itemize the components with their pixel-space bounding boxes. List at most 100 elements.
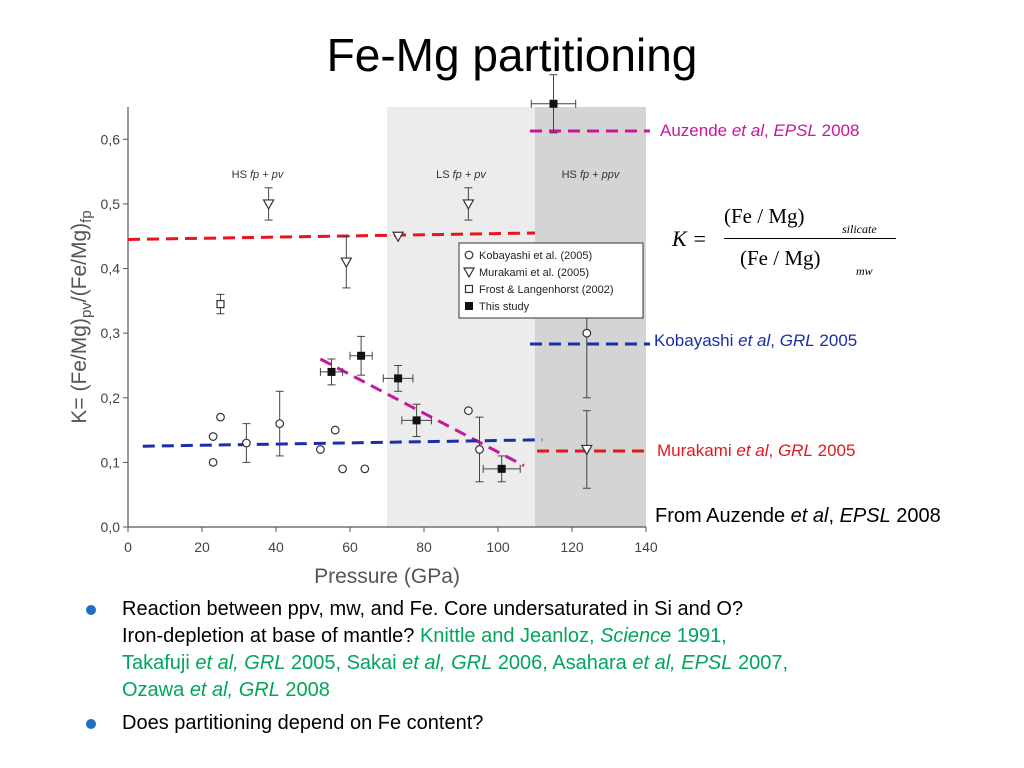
bullet-list: Reaction between ppv, mw, and Fe. Core u… xyxy=(80,596,1000,743)
legend-marker xyxy=(465,302,473,310)
data-point-this-study xyxy=(394,374,403,383)
x-tick-label: 120 xyxy=(560,539,584,555)
x-tick-label: 80 xyxy=(416,539,432,555)
data-point-this-study xyxy=(497,464,506,473)
data-point-this-study xyxy=(549,99,558,108)
y-tick-label: 0,0 xyxy=(101,519,121,535)
legend-entry: Murakami et al. (2005) xyxy=(479,267,589,279)
x-tick-label: 60 xyxy=(342,539,358,555)
fraction-bar xyxy=(724,238,896,239)
reference-kobayashi-year: 2005 xyxy=(814,331,858,350)
reference-kobayashi-author: Kobayashi xyxy=(654,331,739,350)
citation-journal: et al, GRL xyxy=(189,679,280,701)
citation-text: 2006, Asahara xyxy=(492,652,633,674)
reference-kobayashi-etal: et al xyxy=(738,331,771,350)
data-point-kobayashi-et-al-2005 xyxy=(208,432,218,441)
citation-text: Takafuji xyxy=(122,652,196,674)
data-point-murakami-et-al-2005 xyxy=(262,199,275,211)
reference-murakami-year: 2005 xyxy=(812,441,856,460)
citation-year: 1991, xyxy=(671,625,727,647)
bullet-dot xyxy=(86,605,96,615)
data-point-kobayashi-et-al-2005 xyxy=(241,438,251,448)
legend-box xyxy=(458,242,644,319)
citation-line: Ozawa et al, GRL 2008 xyxy=(122,677,1000,704)
x-axis-label: Pressure (GPa) xyxy=(314,565,460,588)
formula-lhs: K = xyxy=(672,226,708,251)
y-tick-label: 0,1 xyxy=(101,454,121,470)
citation-science: Science xyxy=(600,625,672,647)
legend-marker xyxy=(462,267,476,279)
legend-marker xyxy=(464,250,474,260)
y-tick-label: 0,3 xyxy=(101,325,121,341)
reference-kobayashi-comma: , xyxy=(770,331,780,350)
citation-journal: et al, GRL xyxy=(402,652,493,674)
data-point-this-study xyxy=(327,367,336,376)
data-point-kobayashi-et-al-2005 xyxy=(316,445,325,454)
citation-text: Ozawa xyxy=(122,679,190,701)
partition-coefficient-formula: K = (Fe / Mg) silicate (Fe / Mg) mw xyxy=(672,200,902,280)
reference-murakami-comma: , xyxy=(768,441,778,460)
data-point-kobayashi-et-al-2005 xyxy=(464,406,473,416)
data-point-kobayashi-et-al-2005 xyxy=(338,464,348,474)
region-label: LS fp + pv xyxy=(436,169,487,181)
x-tick-label: 20 xyxy=(194,539,210,555)
legend-entry: Frost & Langenhorst (2002) xyxy=(479,284,614,296)
legend-marker xyxy=(464,284,474,294)
figure-source-etal: et al xyxy=(790,505,829,527)
reference-murakami-author: Murakami xyxy=(657,441,737,460)
pressure-partitioning-chart: HS fp + pv LS fp + pv HS fp + ppv Kobayash… xyxy=(68,74,658,588)
y-axis-label: K= (Fe/Mg)pv/(Fe/Mg)fp xyxy=(68,210,95,423)
formula-denominator: (Fe / Mg) xyxy=(740,246,821,270)
annotation-dashed-line xyxy=(319,357,525,467)
annotation-dashed-line xyxy=(142,438,543,448)
x-tick-label: 100 xyxy=(486,539,510,555)
x-tick-label: 0 xyxy=(124,539,132,555)
citation-text: 2007, xyxy=(732,652,788,674)
figure-source-comma: , xyxy=(828,505,840,527)
reference-auzende-author: Auzende xyxy=(660,121,732,140)
data-point-kobayashi-et-al-2005 xyxy=(475,445,484,454)
figure-source-journal: EPSL xyxy=(839,505,891,527)
bullet-dot xyxy=(86,719,96,729)
citation-journal: et al, EPSL xyxy=(632,652,733,674)
annotation-dashed-line xyxy=(127,231,536,241)
reference-murakami-etal: et al xyxy=(736,441,769,460)
figure-source-year: 2008 xyxy=(890,505,941,527)
reference-murakami: Murakami et al, GRL 2005 xyxy=(657,441,855,461)
bullet-item: Does partitioning depend on Fe content? xyxy=(80,710,1000,737)
data-point-this-study xyxy=(412,416,421,425)
y-tick-label: 0,5 xyxy=(101,196,121,212)
figure-source-prefix: From Auzende xyxy=(655,505,791,527)
y-tick-label: 0,6 xyxy=(101,131,121,147)
data-point-kobayashi-et-al-2005 xyxy=(582,328,592,338)
citation-journal: et al, GRL xyxy=(195,652,286,674)
data-point-murakami-et-al-2005 xyxy=(340,257,353,269)
data-point-kobayashi-et-al-2005 xyxy=(275,419,285,429)
data-point-frost-langenhorst-2002 xyxy=(216,299,225,309)
citation-knittle: Knittle and Jeanloz, xyxy=(419,625,601,647)
formula-numerator: (Fe / Mg) xyxy=(724,204,805,228)
data-point-murakami-et-al-2005 xyxy=(462,199,475,211)
region-label: HS fp + ppv xyxy=(562,169,621,181)
figure-source: From Auzende et al, EPSL 2008 xyxy=(655,505,941,528)
reference-auzende-etal: et al xyxy=(731,121,764,140)
data-point-kobayashi-et-al-2005 xyxy=(216,412,225,422)
formula-numerator-subscript: silicate xyxy=(842,222,877,236)
reference-auzende-comma: , xyxy=(763,121,774,140)
x-tick-label: 140 xyxy=(634,539,658,555)
data-point-kobayashi-et-al-2005 xyxy=(360,464,370,474)
bullet-line: Reaction between ppv, mw, and Fe. Core u… xyxy=(122,598,744,620)
bullet-line: Iron-depletion at base of mantle? Knittl… xyxy=(122,623,1000,650)
reference-auzende: Auzende et al, EPSL 2008 xyxy=(660,121,859,141)
data-point-murakami-et-al-2005 xyxy=(580,444,593,456)
y-tick-label: 0,2 xyxy=(101,390,121,406)
region-label: HS fp + pv xyxy=(232,169,285,181)
data-point-kobayashi-et-al-2005 xyxy=(208,457,218,467)
reference-auzende-journal: EPSL xyxy=(773,121,817,140)
bullet-line: Does partitioning depend on Fe content? xyxy=(122,712,484,734)
legend-entry: This study xyxy=(479,301,530,313)
bullet-question: Iron-depletion at base of mantle? xyxy=(122,625,420,647)
pressure-region xyxy=(128,107,387,527)
data-point-murakami-et-al-2005 xyxy=(392,231,405,243)
citation-text: 2005, Sakai xyxy=(285,652,403,674)
